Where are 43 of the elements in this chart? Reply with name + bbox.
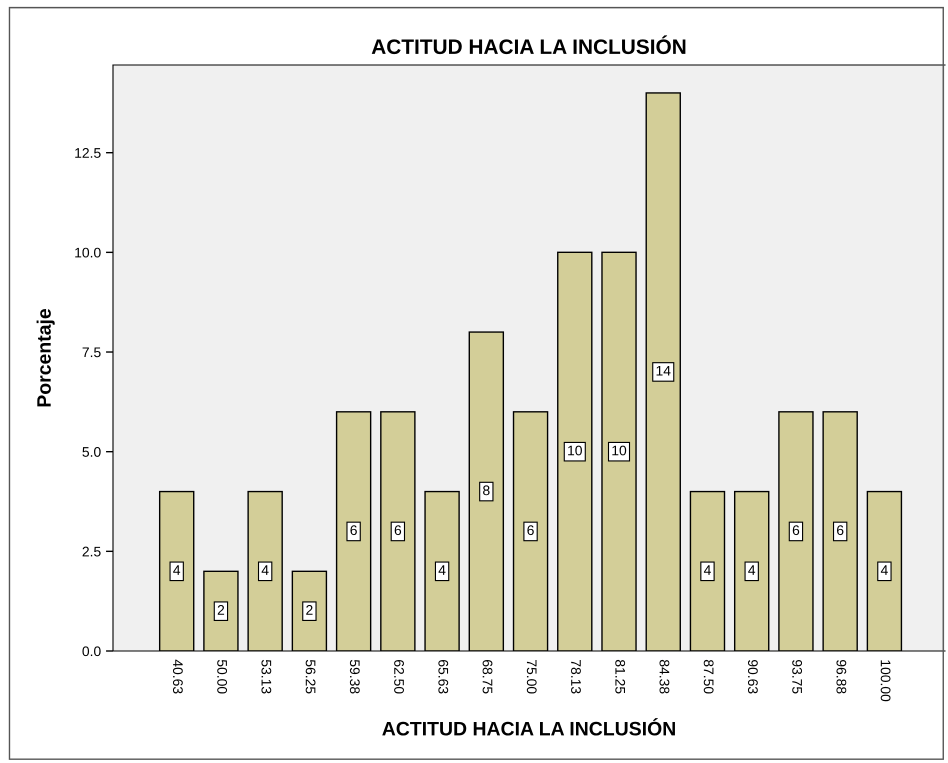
x-tick-label: 56.25	[306, 660, 316, 694]
data-label: 10	[568, 446, 582, 456]
x-tick-label: 81.25	[615, 660, 626, 694]
x-tick-label: 90.63	[748, 660, 758, 694]
data-label: 4	[438, 565, 446, 575]
x-axis-title: ACTITUD HACIA LA INCLUSIÓN	[382, 718, 675, 736]
y-tick-label: 0.0	[82, 646, 101, 656]
data-label: 2	[306, 605, 313, 615]
data-label: 6	[792, 525, 800, 536]
data-label: 6	[527, 525, 534, 536]
x-tick-label: 84.38	[660, 660, 670, 694]
data-label: 6	[350, 525, 357, 536]
data-label: 4	[748, 565, 756, 575]
chart-title: ACTITUD HACIA LA INCLUSIÓN	[372, 35, 686, 54]
data-label: 8	[483, 485, 490, 496]
data-label: 4	[173, 565, 180, 575]
y-tick-label: 7.5	[82, 348, 101, 358]
x-tick-label: 62.50	[394, 660, 404, 694]
x-tick-label: 53.13	[261, 660, 272, 694]
data-label: 6	[394, 525, 402, 536]
x-tick-label: 87.50	[704, 660, 714, 694]
data-label: 2	[218, 605, 224, 615]
x-tick-label: 40.63	[172, 660, 183, 694]
x-tick-label: 96.88	[836, 660, 846, 694]
y-tick-label: 5.0	[82, 447, 101, 457]
y-tick-label: 2.5	[82, 546, 101, 557]
x-tick-label: 59.38	[350, 660, 360, 694]
y-tick-label: 10.0	[75, 248, 101, 258]
x-tick-label: 100.00	[880, 660, 891, 702]
x-tick-label: 50.00	[217, 660, 228, 694]
y-tick-label: 12.5	[75, 148, 101, 158]
x-tick-label: 93.75	[792, 660, 802, 694]
x-tick-label: 65.63	[438, 660, 448, 694]
x-tick-label: 68.75	[482, 660, 492, 694]
data-label: 6	[837, 525, 844, 536]
y-axis-title: Porcentaje	[36, 308, 55, 406]
data-label: 4	[880, 565, 888, 575]
data-label: 14	[656, 366, 671, 376]
x-tick-label: 78.13	[571, 660, 581, 694]
data-label: 10	[612, 446, 626, 456]
data-label: 4	[704, 565, 711, 575]
x-tick-label: 75.00	[526, 660, 537, 694]
data-label: 4	[262, 565, 269, 575]
